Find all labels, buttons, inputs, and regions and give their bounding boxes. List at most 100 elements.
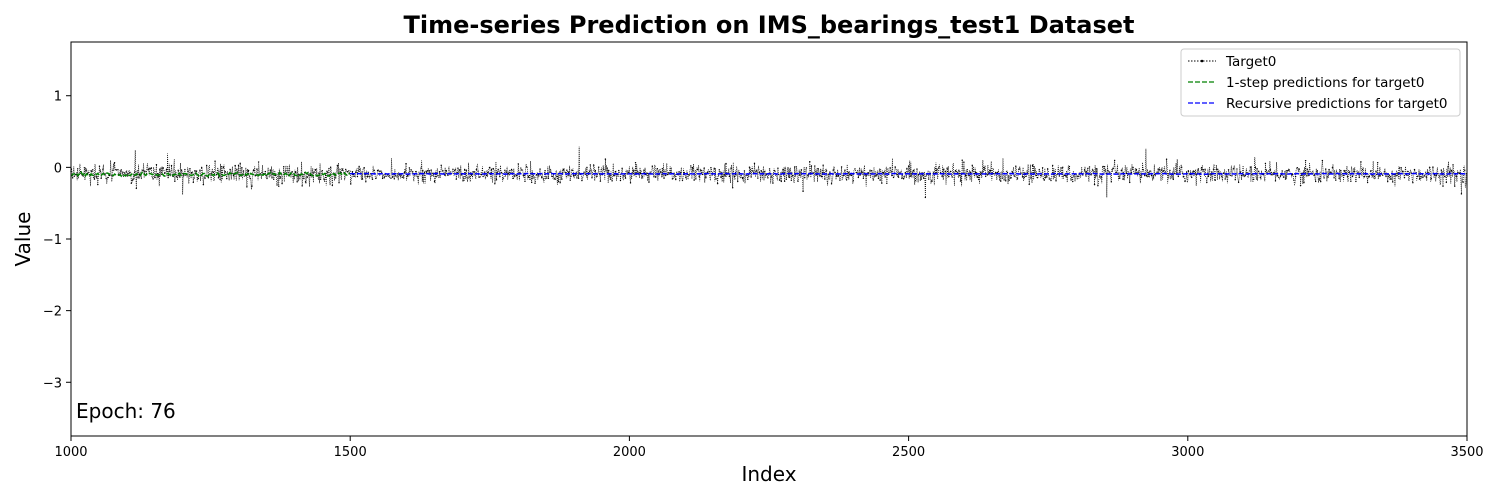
legend-marker-target0: [1200, 59, 1204, 63]
target0-point: [95, 176, 97, 178]
target0-point: [1237, 181, 1240, 184]
target0-point: [93, 178, 96, 180]
target0-point: [157, 176, 159, 178]
target0-point: [1387, 180, 1389, 183]
target0-point: [204, 177, 206, 180]
target0-point: [984, 175, 987, 178]
target0-point: [1299, 184, 1302, 187]
target0-point: [355, 171, 357, 173]
target0-point: [100, 177, 102, 180]
target0-point: [559, 182, 561, 184]
target0-point: [1020, 172, 1022, 174]
target0-point: [1340, 169, 1342, 172]
target0-point: [1137, 171, 1139, 173]
target0-point: [1351, 175, 1354, 178]
target0-point: [1448, 171, 1451, 173]
target0-point: [872, 179, 875, 181]
target0-point: [730, 167, 732, 169]
target0-point: [557, 180, 560, 183]
target0-point: [760, 170, 762, 172]
target0-point: [1241, 174, 1243, 177]
target0-point: [892, 176, 895, 179]
target0-point: [155, 164, 158, 166]
target0-point: [1412, 182, 1414, 184]
target0-point: [375, 177, 377, 180]
target0-point: [788, 176, 791, 179]
target0-point: [1366, 181, 1369, 184]
target0-point: [737, 180, 739, 183]
target0-point: [1135, 168, 1138, 171]
target0-point: [336, 164, 339, 167]
target0-point: [438, 171, 441, 173]
target0-point: [728, 175, 731, 178]
target0-point: [92, 169, 94, 171]
target0-point: [1185, 171, 1188, 173]
target0-point: [549, 171, 551, 174]
y-axis-ticks: 1 0 −1 −2 −3: [43, 90, 71, 391]
target0-point: [132, 178, 134, 181]
target0-point: [184, 168, 186, 171]
target0-point: [758, 172, 761, 174]
target0-point: [1440, 169, 1443, 171]
target0-point: [909, 175, 911, 178]
target0-point: [524, 180, 526, 183]
target0-point: [867, 172, 870, 174]
target0-point: [936, 168, 938, 170]
target0-point: [1087, 167, 1089, 170]
target0-point: [1179, 171, 1181, 173]
target0-point: [688, 174, 690, 176]
target0-point: [482, 175, 484, 178]
target0-point: [314, 168, 317, 171]
target0-point: [1363, 175, 1365, 178]
target0-point: [1256, 168, 1258, 170]
series-target0-markers: [70, 158, 1468, 199]
target0-point: [1142, 168, 1144, 171]
target0-point: [396, 173, 399, 175]
target0-point: [428, 170, 431, 172]
target0-point: [619, 179, 622, 182]
target0-point: [1191, 176, 1193, 179]
target0-point: [966, 168, 968, 171]
target0-point: [1425, 176, 1427, 178]
target0-point: [1221, 175, 1223, 178]
target0-point: [1011, 171, 1014, 173]
target0-point: [174, 180, 176, 183]
target0-point: [453, 169, 456, 171]
target0-point: [1108, 171, 1111, 173]
target0-point: [840, 166, 843, 168]
target0-point: [457, 167, 459, 169]
target0-point: [510, 168, 513, 171]
target0-point: [574, 174, 576, 176]
target0-point: [1314, 180, 1317, 183]
target0-point: [224, 170, 226, 173]
target0-point: [556, 175, 558, 178]
target0-point: [795, 166, 798, 168]
target0-point: [1147, 175, 1149, 177]
target0-point: [345, 168, 347, 171]
target0-point: [882, 172, 885, 174]
target0-point: [467, 177, 469, 179]
target0-point: [820, 175, 823, 178]
target0-point: [866, 174, 868, 176]
target0-point: [591, 177, 593, 179]
target0-point: [254, 175, 256, 177]
target0-point: [783, 180, 786, 182]
target0-point: [350, 183, 352, 185]
target0-point: [1326, 176, 1329, 178]
target0-point: [567, 171, 570, 173]
target0-point: [1113, 159, 1116, 162]
target0-point: [1180, 166, 1183, 168]
target0-point: [1060, 167, 1062, 169]
target0-point: [973, 172, 975, 175]
target0-point: [896, 173, 898, 176]
target0-point: [452, 168, 454, 171]
target0-point: [427, 170, 429, 172]
target0-point: [850, 174, 853, 176]
target0-point: [995, 171, 997, 174]
target0-point: [1207, 175, 1210, 178]
target0-point: [691, 166, 694, 169]
target0-point: [951, 176, 953, 178]
target0-point: [1420, 176, 1422, 178]
target0-point: [381, 177, 384, 180]
target0-point: [696, 168, 699, 171]
